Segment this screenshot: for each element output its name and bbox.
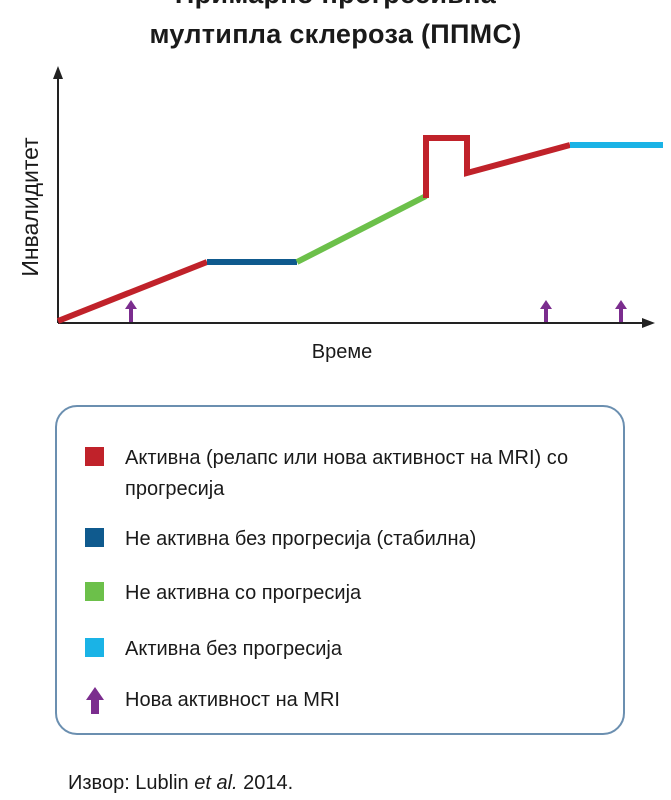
legend-box: Активна (релапс или нова активност на MR… — [55, 405, 625, 735]
legend-swatch-green — [85, 582, 104, 601]
legend-label: Нова активност на MRI — [125, 689, 340, 711]
legend-label: Не активна без прогресија (стабилна) — [125, 528, 477, 550]
up-arrow-icon — [86, 687, 104, 714]
title-line-1: Примарно прогресивна — [0, 0, 671, 14]
segment-active-relapse-step — [423, 135, 571, 198]
legend-swatch-light-blue — [85, 638, 104, 657]
mri-arrow-3 — [615, 300, 627, 322]
mri-arrow-1 — [125, 300, 137, 322]
title-line-2: мултипла склероза (ППМС) — [149, 19, 522, 49]
diagram-title: Примарно прогресивна мултипла склероза (… — [0, 0, 671, 54]
legend-label: Активна (релапс или нова активност на MR… — [125, 447, 569, 500]
source-italic: et al. — [194, 772, 238, 794]
mri-arrow-2 — [540, 300, 552, 322]
segment-active-progression-1 — [56, 259, 209, 324]
source-prefix: Извор: Lublin — [68, 772, 195, 794]
x-axis-arrowhead — [642, 318, 655, 328]
legend-label: Активна без прогресија — [125, 638, 342, 660]
legend-swatch-dark-blue — [85, 528, 104, 547]
y-axis-label: Инвалидитет — [17, 137, 43, 277]
segment-inactive-progression — [295, 193, 428, 265]
disease-course-diagram: Инвалидитет Време — [17, 66, 663, 363]
source-citation: Извор: Lublin et al. 2014. — [68, 772, 293, 795]
y-axis-arrowhead — [53, 66, 63, 79]
source-suffix: 2014. — [237, 772, 294, 794]
legend-swatch-red — [85, 447, 104, 466]
legend-label: Не активна со прогресија — [125, 582, 362, 604]
x-axis-label: Време — [312, 341, 372, 363]
